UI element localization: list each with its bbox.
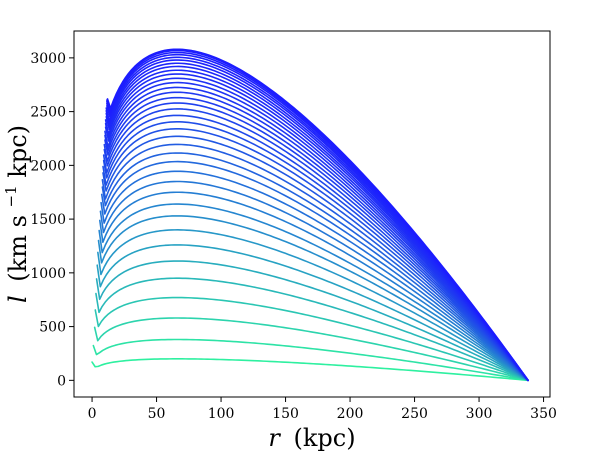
y-tick-label: 0 [57, 373, 66, 389]
x-axis-unit: (kpc) [294, 424, 356, 452]
series-line-7 [96, 244, 529, 382]
y-tick-label: 3000 [30, 51, 66, 67]
series-line-13 [100, 170, 529, 382]
y-axis-unit-close: kpc) [4, 125, 32, 178]
x-tick-label: 50 [148, 406, 166, 422]
x-axis-symbol: r [268, 424, 281, 452]
x-tick-label: 300 [466, 406, 493, 422]
series-line-24 [104, 91, 529, 382]
series-line-12 [99, 180, 529, 382]
series-line-25 [104, 86, 529, 382]
x-tick-label: 200 [337, 406, 364, 422]
x-tick-label: 0 [88, 406, 97, 422]
y-axis-symbol: l [4, 295, 32, 303]
y-tick-label: 500 [39, 320, 66, 336]
y-tick-label: 2000 [30, 158, 66, 174]
y-axis-label: l (km s −1 kpc) [0, 125, 32, 303]
x-tick-label: 150 [272, 406, 299, 422]
series-line-22 [103, 102, 529, 382]
y-axis-unit-exponent: −1 [2, 185, 20, 207]
series-line-6 [95, 260, 529, 382]
series-line-2 [92, 338, 529, 382]
plot-frame [73, 30, 551, 398]
y-tick-label: 1500 [30, 212, 66, 228]
series-line-5 [95, 277, 529, 382]
series-line-23 [104, 96, 529, 382]
x-axis: 0 50 100 150 200 250 300 350 [88, 397, 557, 422]
series-line-18 [102, 128, 529, 382]
x-tick-label: 250 [401, 406, 428, 422]
x-tick-label: 350 [530, 406, 557, 422]
series-line-21 [103, 108, 529, 382]
y-tick-label: 2500 [30, 105, 66, 121]
x-axis-label: r (kpc) [268, 424, 355, 452]
series-line-14 [100, 160, 529, 382]
y-axis-unit-open: (km s [4, 215, 32, 282]
y-tick-label: 1000 [30, 266, 66, 282]
y-axis: 0 500 1000 1500 2000 2500 3000 [30, 51, 74, 389]
series-line-9 [97, 215, 529, 382]
series-line-4 [94, 296, 529, 382]
series-line-37 [106, 48, 529, 382]
series-line-10 [98, 203, 529, 382]
x-tick-label: 100 [208, 406, 235, 422]
series-line-11 [99, 191, 529, 382]
curve-group [91, 48, 529, 382]
series-line-19 [102, 121, 529, 382]
series-line-1 [91, 358, 529, 382]
series-line-17 [102, 135, 529, 382]
series-line-8 [97, 229, 529, 382]
series-line-29 [105, 69, 529, 382]
series-line-15 [101, 152, 529, 382]
series-line-16 [101, 143, 529, 382]
series-line-3 [93, 317, 529, 382]
series-line-20 [102, 114, 529, 382]
